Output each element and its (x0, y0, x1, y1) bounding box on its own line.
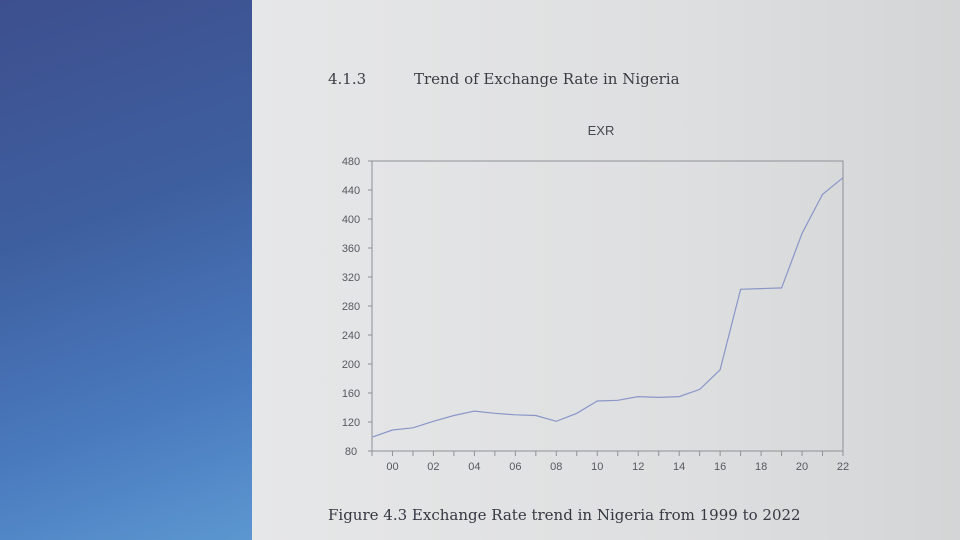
y-tick-label: 400 (342, 214, 360, 226)
plot-frame (371, 160, 844, 452)
x-axis: 00 02 04 06 08 10 12 14 16 18 20 22 (371, 451, 849, 473)
series-line-exr (371, 177, 844, 438)
x-tick-label: 02 (427, 461, 439, 473)
y-axis: 80 120 160 200 240 280 320 360 400 440 480 (342, 156, 372, 458)
x-tick-label: 22 (837, 461, 849, 473)
y-tick-label: 480 (342, 156, 360, 168)
x-tick-label: 00 (386, 461, 398, 473)
x-tick-label: 16 (714, 461, 726, 473)
x-tick-label: 10 (591, 461, 603, 473)
x-tick-label: 08 (550, 461, 562, 473)
y-tick-label: 440 (342, 185, 360, 197)
y-tick-label: 200 (342, 359, 360, 371)
y-tick-label: 320 (342, 272, 360, 284)
y-tick-label: 80 (345, 446, 357, 458)
x-tick-label: 14 (673, 461, 685, 473)
chart-title: EXR (588, 123, 615, 138)
x-tick-label: 04 (468, 461, 480, 473)
x-tick-label: 12 (632, 461, 644, 473)
section-title: Trend of Exchange Rate in Nigeria (414, 70, 680, 88)
y-tick-label: 120 (342, 417, 360, 429)
x-tick-label: 18 (755, 461, 767, 473)
desktop-background (0, 0, 252, 540)
y-tick-label: 280 (342, 301, 360, 313)
x-tick-label: 20 (796, 461, 808, 473)
y-tick-label: 240 (342, 330, 360, 342)
y-tick-label: 360 (342, 243, 360, 255)
figure-caption: Figure 4.3 Exchange Rate trend in Nigeri… (328, 506, 801, 524)
document-page (252, 0, 960, 540)
section-number: 4.1.3 (328, 70, 367, 88)
x-tick-label: 06 (509, 461, 521, 473)
y-tick-label: 160 (342, 388, 360, 400)
